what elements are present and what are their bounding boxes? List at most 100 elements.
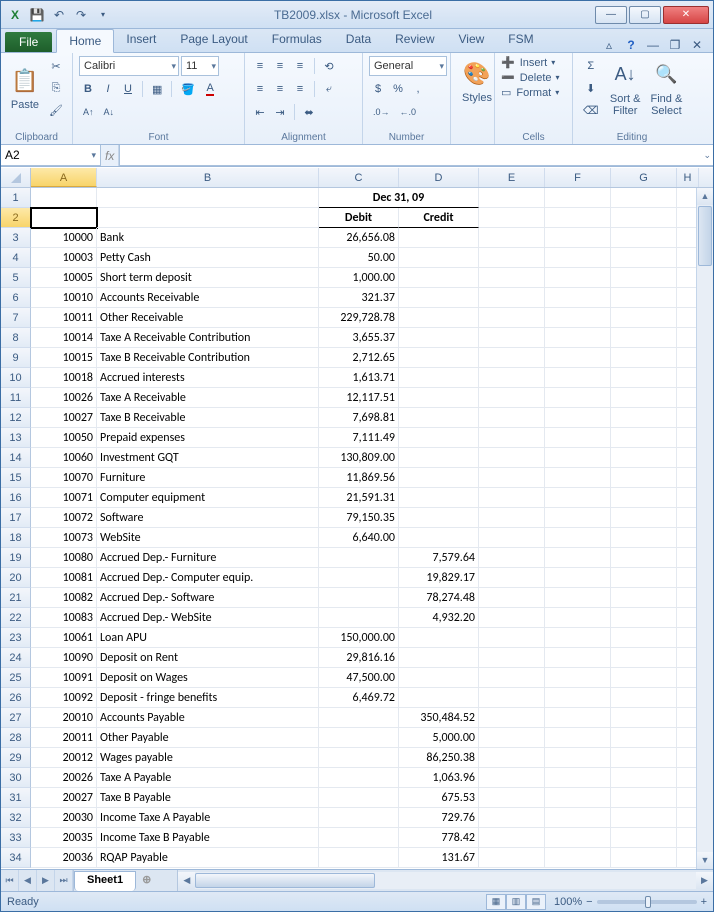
- cell[interactable]: [611, 648, 677, 668]
- tab-page-layout[interactable]: Page Layout: [168, 28, 259, 52]
- clear-icon[interactable]: ⌫: [579, 100, 603, 120]
- cell[interactable]: [479, 648, 545, 668]
- cell[interactable]: 50.00: [319, 248, 399, 268]
- cell[interactable]: [319, 708, 399, 728]
- cell[interactable]: 10010: [31, 288, 97, 308]
- cell[interactable]: [611, 488, 677, 508]
- cell[interactable]: [611, 328, 677, 348]
- cell[interactable]: [545, 748, 611, 768]
- cell[interactable]: [545, 228, 611, 248]
- percent-icon[interactable]: %: [389, 79, 407, 99]
- row-header[interactable]: 18: [1, 528, 31, 548]
- cell[interactable]: [677, 688, 696, 708]
- cell[interactable]: [677, 748, 696, 768]
- cell[interactable]: Bank: [97, 228, 319, 248]
- cell[interactable]: [479, 188, 545, 208]
- workbook-close-icon[interactable]: ✕: [689, 38, 705, 52]
- cell[interactable]: [677, 528, 696, 548]
- cell[interactable]: [545, 808, 611, 828]
- wrap-text-icon[interactable]: ⤶: [320, 79, 338, 99]
- cell[interactable]: [479, 628, 545, 648]
- cell[interactable]: Debit: [319, 208, 399, 228]
- fx-icon[interactable]: fx: [105, 149, 114, 163]
- cell[interactable]: [479, 268, 545, 288]
- cell[interactable]: [545, 788, 611, 808]
- formula-input[interactable]: ⌄: [119, 145, 713, 166]
- col-header-E[interactable]: E: [479, 168, 545, 187]
- cell[interactable]: 10050: [31, 428, 97, 448]
- cell[interactable]: [319, 808, 399, 828]
- cell[interactable]: 20011: [31, 728, 97, 748]
- cell[interactable]: [677, 628, 696, 648]
- cell[interactable]: 79,150.35: [319, 508, 399, 528]
- cell[interactable]: [479, 348, 545, 368]
- cell[interactable]: 229,728.78: [319, 308, 399, 328]
- cell[interactable]: 10060: [31, 448, 97, 468]
- cell[interactable]: [545, 208, 611, 228]
- cell[interactable]: [479, 388, 545, 408]
- cell[interactable]: [399, 408, 479, 428]
- cell[interactable]: 10026: [31, 388, 97, 408]
- cell[interactable]: 1,613.71: [319, 368, 399, 388]
- cell[interactable]: [677, 268, 696, 288]
- row-header[interactable]: 27: [1, 708, 31, 728]
- cell[interactable]: 130,809.00: [319, 448, 399, 468]
- cell[interactable]: Accrued Dep.- WebSite: [97, 608, 319, 628]
- zoom-in-icon[interactable]: +: [701, 896, 707, 908]
- last-sheet-icon[interactable]: ⏭: [55, 870, 73, 891]
- cell[interactable]: [479, 668, 545, 688]
- cell[interactable]: [611, 388, 677, 408]
- cell[interactable]: [677, 248, 696, 268]
- cell[interactable]: [399, 508, 479, 528]
- cell[interactable]: [479, 488, 545, 508]
- minimize-ribbon-icon[interactable]: ▵: [601, 38, 617, 52]
- cell[interactable]: [545, 508, 611, 528]
- cell[interactable]: [97, 188, 319, 208]
- cell[interactable]: [319, 568, 399, 588]
- cell[interactable]: [479, 788, 545, 808]
- cell[interactable]: [677, 188, 696, 208]
- cell[interactable]: 10091: [31, 668, 97, 688]
- row-header[interactable]: 34: [1, 848, 31, 868]
- cell[interactable]: [611, 348, 677, 368]
- cell[interactable]: 10080: [31, 548, 97, 568]
- orientation-icon[interactable]: ⟲: [320, 56, 338, 76]
- cell[interactable]: Prepaid expenses: [97, 428, 319, 448]
- cell[interactable]: Accounts Receivable: [97, 288, 319, 308]
- tab-view[interactable]: View: [447, 28, 497, 52]
- cell[interactable]: [545, 408, 611, 428]
- cell[interactable]: Computer equipment: [97, 488, 319, 508]
- cell[interactable]: [677, 448, 696, 468]
- cell[interactable]: [545, 588, 611, 608]
- row-header[interactable]: 8: [1, 328, 31, 348]
- close-button[interactable]: ✕: [663, 6, 709, 24]
- align-middle-icon[interactable]: ≡: [271, 56, 289, 76]
- cell[interactable]: [545, 428, 611, 448]
- cell[interactable]: [677, 808, 696, 828]
- cell[interactable]: [319, 848, 399, 868]
- cell[interactable]: [319, 608, 399, 628]
- border-icon[interactable]: ▦: [148, 79, 166, 99]
- cell[interactable]: Software: [97, 508, 319, 528]
- first-sheet-icon[interactable]: ⏮: [1, 870, 19, 891]
- col-header-F[interactable]: F: [545, 168, 611, 187]
- cell[interactable]: [399, 668, 479, 688]
- underline-button[interactable]: U: [119, 79, 137, 99]
- tab-insert[interactable]: Insert: [114, 28, 168, 52]
- cell[interactable]: Accrued interests: [97, 368, 319, 388]
- row-header[interactable]: 16: [1, 488, 31, 508]
- cell[interactable]: [677, 328, 696, 348]
- cell[interactable]: [479, 568, 545, 588]
- col-header-G[interactable]: G: [611, 168, 677, 187]
- row-header[interactable]: 33: [1, 828, 31, 848]
- comma-icon[interactable]: ,: [409, 79, 427, 99]
- cell[interactable]: [611, 368, 677, 388]
- cell[interactable]: Short term deposit: [97, 268, 319, 288]
- cell[interactable]: [399, 248, 479, 268]
- cell[interactable]: [545, 628, 611, 648]
- cell[interactable]: Accrued Dep.- Computer equip.: [97, 568, 319, 588]
- cell[interactable]: [399, 348, 479, 368]
- cell[interactable]: Deposit - fringe benefits: [97, 688, 319, 708]
- cell[interactable]: [545, 688, 611, 708]
- cell[interactable]: [399, 688, 479, 708]
